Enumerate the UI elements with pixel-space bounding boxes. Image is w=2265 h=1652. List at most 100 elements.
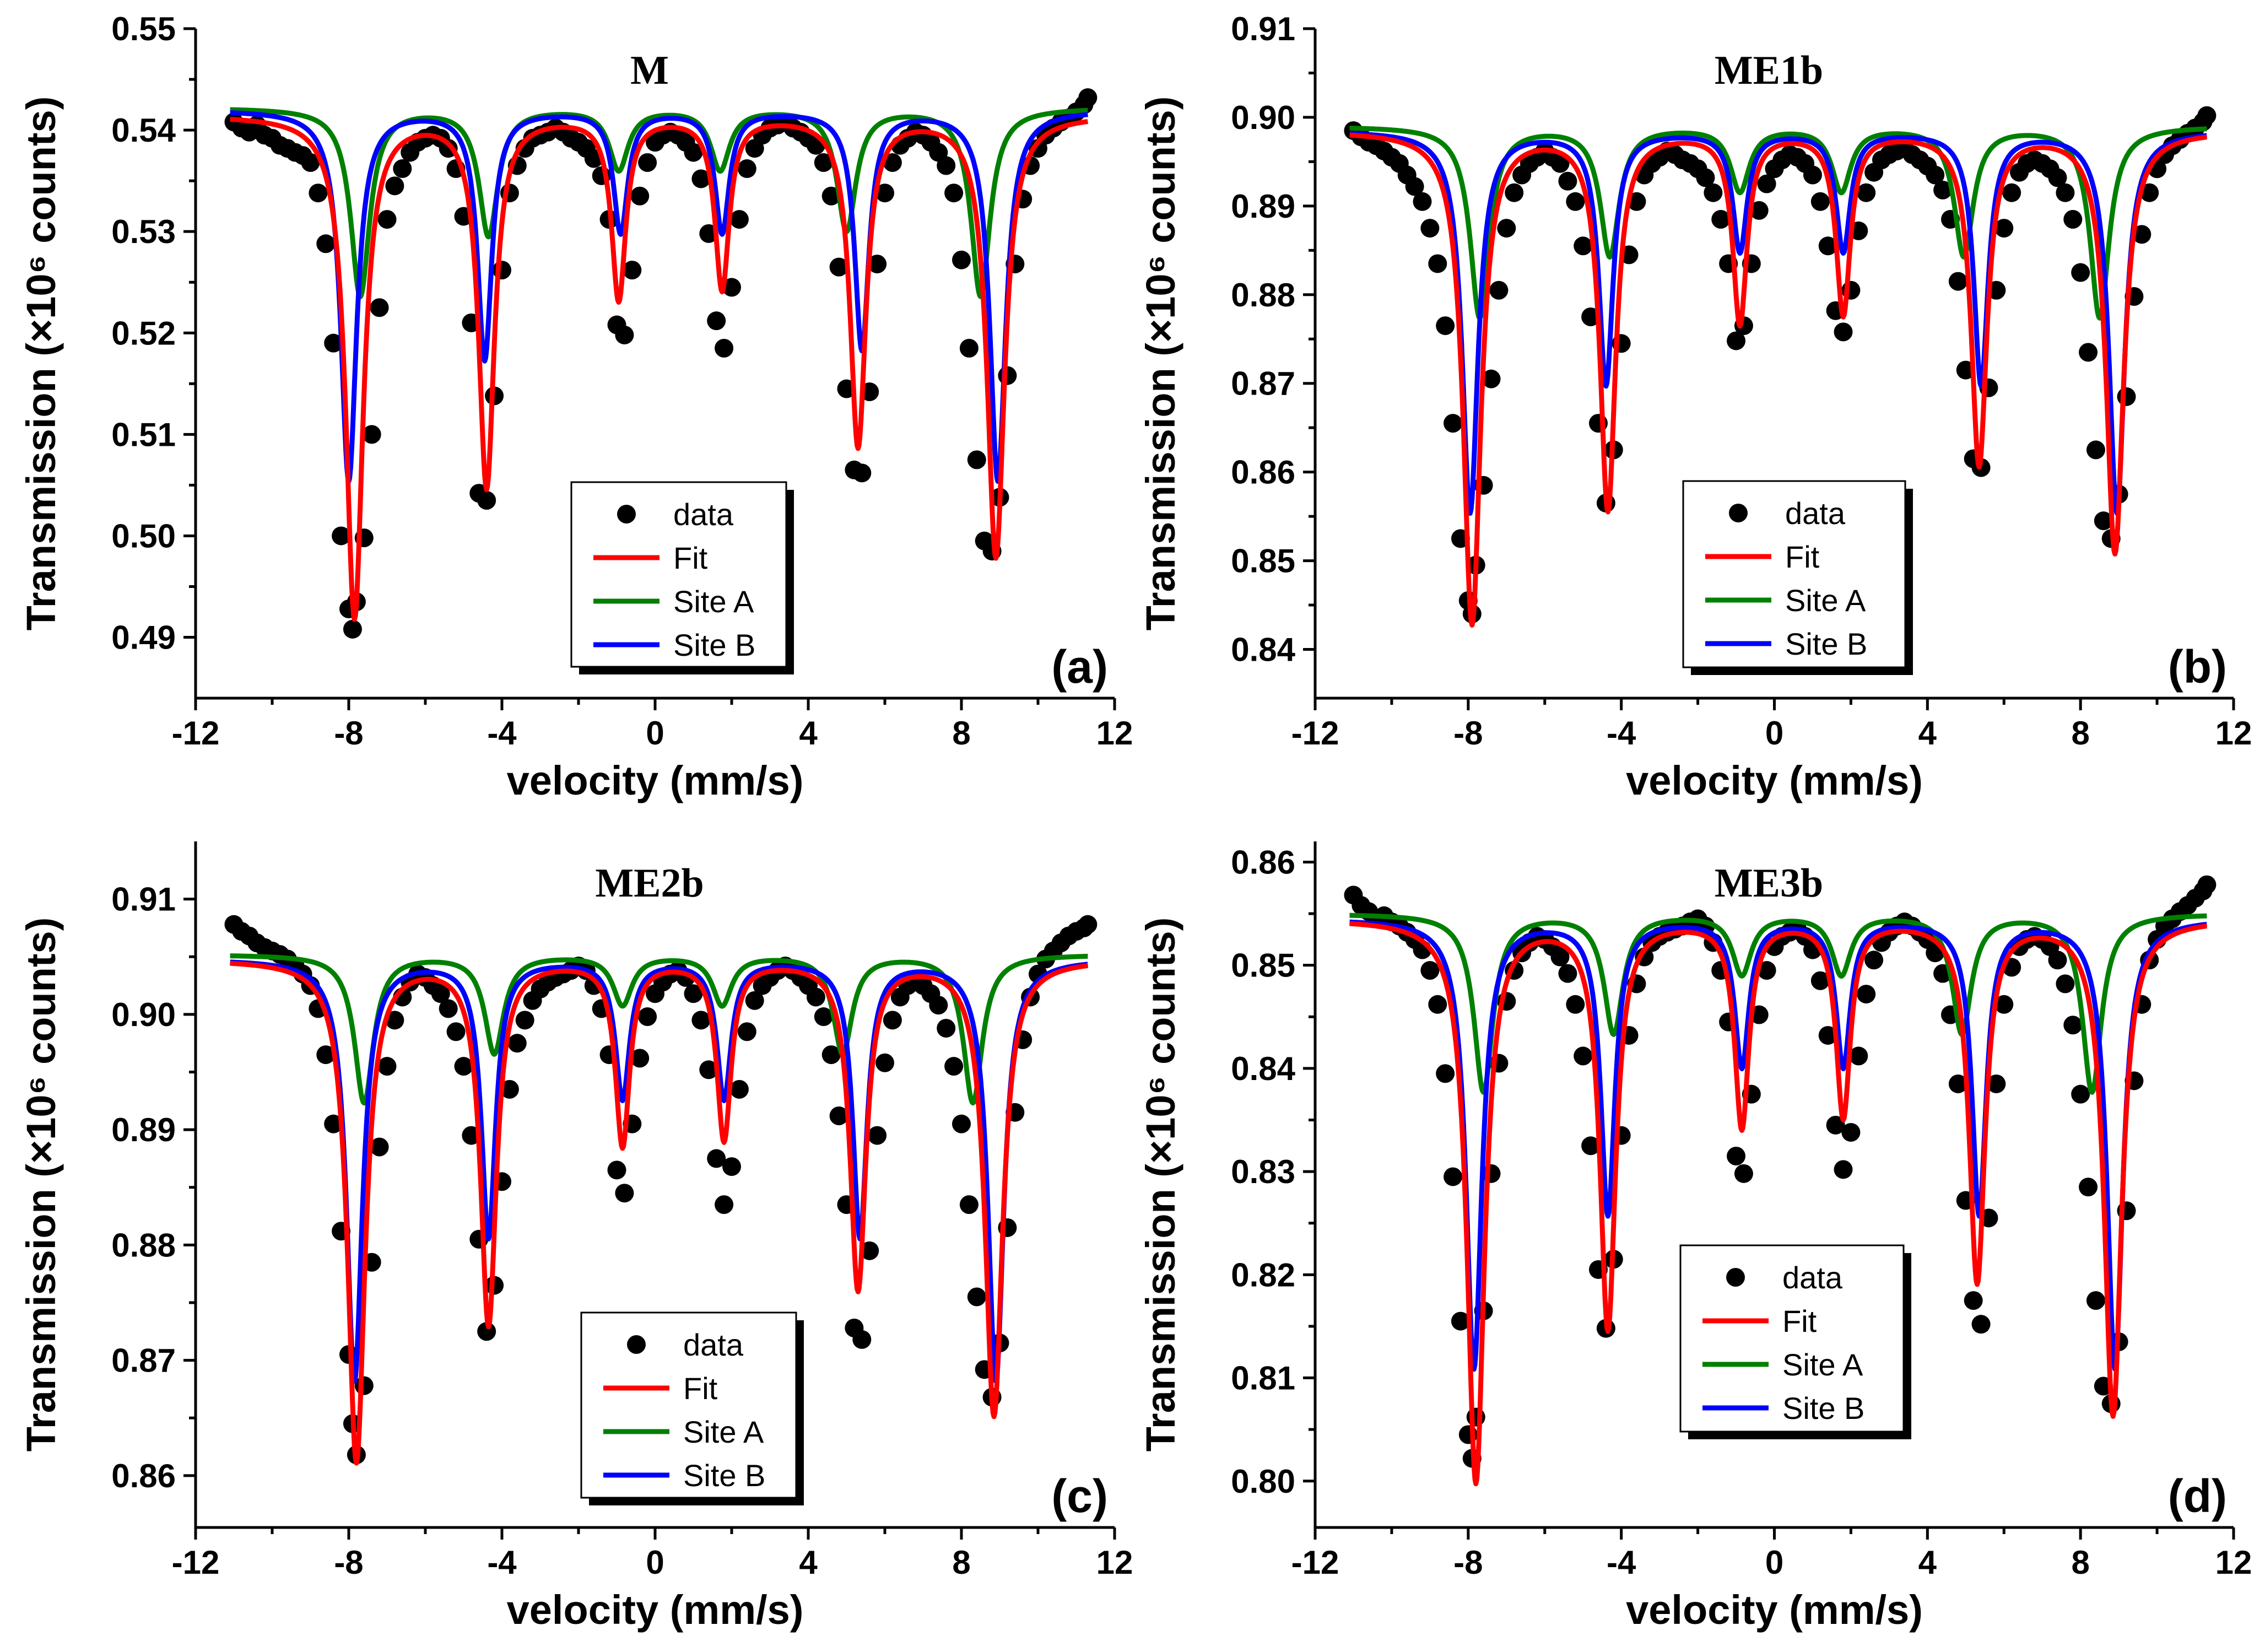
data-point: [2117, 387, 2136, 406]
data-point: [1413, 192, 1432, 211]
data-point: [1574, 236, 1593, 256]
data-point: [821, 1045, 841, 1065]
data-point: [967, 1287, 986, 1307]
x-tick-label: 4: [1918, 1544, 1937, 1581]
legend-box: [1682, 480, 1906, 668]
x-tick-label: 8: [2071, 1544, 2089, 1581]
panel-title: M: [630, 48, 669, 93]
y-axis-title: Transmission (×10⁶ counts): [18, 917, 64, 1452]
panel-letter: (c): [1051, 1470, 1108, 1522]
y-tick-label: 0.51: [111, 416, 176, 453]
data-point: [332, 526, 351, 546]
data-point: [1566, 192, 1585, 211]
legend-label-site-b: Site B: [1785, 627, 1867, 661]
data-point: [1505, 183, 1524, 202]
data-point: [1994, 995, 2014, 1014]
data-point: [1757, 961, 1776, 980]
data-point: [1834, 1160, 1853, 1179]
y-tick-label: 0.86: [111, 1457, 176, 1494]
data-point: [952, 1114, 971, 1133]
y-tick-label: 0.82: [1231, 1256, 1295, 1293]
data-point: [1497, 219, 1516, 238]
y-tick-label: 0.91: [111, 881, 176, 918]
data-point: [1933, 180, 1953, 199]
data-point: [1574, 1046, 1593, 1066]
data-point: [393, 159, 412, 179]
panel-letter: (d): [2168, 1470, 2227, 1522]
data-point: [1696, 168, 1715, 187]
data-point: [477, 1322, 496, 1341]
chart-panel-me2b: -12 -8 -4 0 4 8 12 0.86 0.87 0.88 0.89 0.90 0.91 velo…: [18, 841, 1133, 1633]
data-point: [959, 1195, 979, 1214]
data-point: [1810, 192, 1830, 211]
plot-area: [224, 88, 1098, 639]
data-point: [324, 1114, 343, 1133]
data-point: [477, 491, 496, 510]
data-point: [2094, 511, 2113, 531]
data-point: [1558, 171, 1577, 191]
data-point: [607, 1160, 626, 1180]
data-point: [1566, 995, 1585, 1014]
x-tick-label: 0: [1765, 715, 1783, 752]
data-point: [1550, 154, 1570, 173]
legend-label-fit: Fit: [673, 541, 708, 575]
data-point: [1749, 201, 1769, 220]
data-point: [2132, 225, 2152, 244]
data-point: [500, 1079, 519, 1099]
chart-panel-me1b: -12 -8 -4 0 4 8 12 0.84 0.85 0.86 0.87 0.88 0.89 0.90…: [1138, 10, 2252, 803]
y-axis-title: Transmission (×10⁶ counts): [18, 96, 64, 631]
x-tick-label: 4: [799, 1544, 818, 1581]
data-point: [1405, 177, 1424, 196]
x-tick-label: -8: [334, 1544, 363, 1581]
y-tick-label: 0.49: [111, 619, 176, 656]
data-point: [2079, 1178, 2098, 1197]
data-point: [2048, 168, 2067, 187]
x-tick-label: 12: [1096, 1544, 1133, 1581]
data-point: [2197, 875, 2217, 894]
panel-letter: (a): [1051, 641, 1108, 693]
x-tick-label: -8: [334, 715, 363, 752]
x-tick-label: 12: [1096, 715, 1133, 752]
data-point: [446, 1022, 466, 1041]
y-tick-label: 0.87: [111, 1342, 176, 1379]
data-point: [1864, 951, 1884, 970]
panel-title: ME2b: [595, 861, 704, 906]
x-tick-label: 12: [2215, 715, 2252, 752]
data-point: [684, 143, 703, 162]
y-tick-label: 0.90: [111, 996, 176, 1033]
data-point: [691, 1011, 711, 1030]
legend-label-site-a: Site A: [673, 584, 754, 619]
y-tick-label: 0.88: [111, 1227, 176, 1264]
data-point: [1971, 1315, 1991, 1334]
legend-box: [1679, 1244, 1905, 1433]
data-point: [301, 153, 320, 172]
panel-title: ME1b: [1715, 48, 1823, 93]
chart-panel-me3b: -12 -8 -4 0 4 8 12 0.80 0.81 0.82 0.83 0.84 0.85 0.86…: [1138, 841, 2252, 1633]
data-point: [944, 183, 964, 203]
data-point: [385, 1011, 404, 1030]
data-point: [1734, 1164, 1753, 1183]
data-point: [638, 1007, 657, 1027]
data-point: [630, 186, 650, 206]
data-point: [868, 255, 887, 274]
y-tick-label: 0.86: [1231, 844, 1295, 881]
panel-letter: (b): [2168, 641, 2227, 693]
data-point: [1704, 183, 1723, 202]
data-point: [316, 1045, 336, 1065]
y-tick-label: 0.85: [1231, 543, 1295, 580]
data-point: [1826, 1115, 1845, 1135]
data-point: [814, 153, 833, 172]
data-point: [737, 159, 756, 179]
data-point: [1078, 915, 1098, 934]
data-point: [2140, 183, 2159, 202]
data-point: [1841, 1122, 1861, 1142]
data-point: [2048, 951, 2067, 970]
series-line-fit: [1348, 132, 2209, 628]
data-point: [1727, 331, 1746, 350]
data-point: [814, 1007, 833, 1027]
data-point: [1926, 165, 1945, 185]
plot-area: [1344, 875, 2217, 1487]
chart-panel-m: -12 -8 -4 0 4 8 12 0.49 0.50 0.51 0.52 0.53 0.54 0.55…: [18, 10, 1133, 803]
series-line-site-b: [228, 959, 1090, 1384]
